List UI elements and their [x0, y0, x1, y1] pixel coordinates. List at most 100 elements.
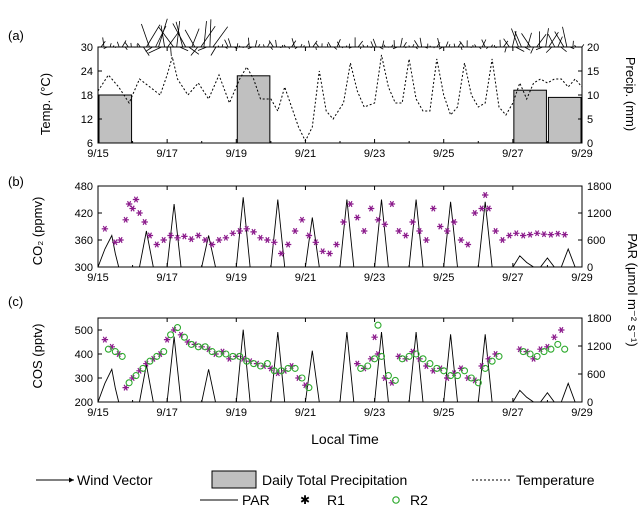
r1-cos-point — [101, 336, 109, 343]
wind-vector — [560, 46, 567, 53]
panel-c-xtick-label: 9/27 — [502, 407, 523, 419]
r1-co2-point — [132, 196, 140, 203]
r2-cos-point — [305, 384, 313, 392]
wind-vector — [504, 46, 507, 53]
r1-cos-point — [371, 334, 378, 341]
r2-cos-point — [540, 348, 548, 356]
wind-vector — [184, 29, 196, 48]
r2-cos-point — [139, 364, 147, 372]
r1-co2-point — [381, 221, 389, 228]
wind-vector — [536, 34, 547, 48]
wind-vector — [515, 46, 525, 52]
r1-co2-point — [181, 233, 188, 240]
r2-cos-point — [298, 374, 306, 382]
panel-b-plot-frame — [97, 185, 583, 268]
r1-co2-point — [416, 227, 423, 235]
r1-co2-point — [485, 205, 492, 212]
panel-b-ytick-right-label: 600 — [587, 235, 605, 247]
r1-co2-point — [526, 231, 534, 238]
panel-a-ylabel-left: Temp. (°C) — [38, 73, 53, 135]
r1-co2-point — [402, 232, 409, 239]
r2-cos-point — [374, 321, 382, 329]
wind-vector — [382, 40, 385, 48]
r1-co2-point — [499, 236, 506, 244]
r2-cos-point — [167, 331, 175, 339]
r1-co2-point — [319, 248, 326, 255]
r2-cos-point — [447, 372, 455, 380]
r2-cos-point — [533, 352, 541, 360]
panel-c-ytick-right-label: 600 — [587, 369, 605, 381]
wind-vector — [315, 42, 320, 48]
r1-co2-point — [340, 218, 347, 226]
precip-bar — [236, 75, 271, 144]
r1-co2-point — [450, 218, 458, 226]
panel-c-xtick-label: 9/17 — [156, 407, 177, 419]
wind-vector — [403, 41, 407, 48]
panel-b-xtick-label: 9/15 — [87, 272, 108, 284]
r2-cos-point — [215, 350, 223, 358]
wind-vector — [414, 40, 419, 48]
r1-co2-point — [506, 232, 513, 239]
r2-cos-point — [519, 348, 527, 356]
panel-c-ytick-left-label: 200 — [75, 397, 93, 409]
r1-co2-point — [264, 236, 271, 244]
wind-vector — [109, 43, 112, 48]
r1-co2-point — [347, 200, 354, 208]
wind-vector — [210, 46, 217, 56]
r1-co2-point — [533, 230, 541, 237]
panel-c: 9/15 9/17 9/19 9/21 9/23 9/25 9/27 9/29 200 300 40… — [75, 313, 612, 419]
wind-vector — [436, 42, 441, 48]
wind-vector — [445, 41, 449, 48]
wind-vector — [481, 39, 486, 48]
r1-co2-point — [160, 236, 167, 244]
wind-vector — [179, 46, 189, 52]
wind-vector — [357, 40, 364, 48]
r2-cos-point — [405, 352, 413, 360]
panel-a-ytick-left-label: 18 — [81, 90, 93, 102]
wind-vector — [224, 39, 229, 48]
panel-b-xtick-label: 9/23 — [364, 272, 385, 284]
wind-vector — [100, 41, 106, 48]
panel-b-ytick-right-label: 1200 — [587, 208, 611, 220]
panel-a-ytick-left-label: 12 — [81, 114, 93, 126]
panel-b-xtick-label: 9/29 — [571, 272, 592, 284]
r2-cos-point — [291, 364, 299, 372]
r1-co2-point — [430, 205, 437, 212]
r1-co2-point — [215, 236, 223, 244]
wind-vector — [557, 36, 563, 48]
r1-co2-point — [492, 227, 499, 235]
legend-r1-marker: ✱ — [300, 493, 310, 507]
r1-co2-point — [457, 236, 465, 244]
panel-c-plot-frame — [97, 317, 583, 403]
wind-vector — [145, 46, 153, 52]
panel-a-xtick-label: 9/17 — [156, 148, 177, 160]
r2-cos-point — [132, 372, 140, 380]
wind-vectors — [97, 18, 585, 57]
panel-a-xtick-label: 9/27 — [502, 148, 523, 160]
wind-vector — [312, 40, 318, 48]
panel-a-xtick-label: 9/15 — [87, 148, 108, 160]
panel-c-label: (c) — [8, 294, 23, 309]
wind-vector — [102, 37, 105, 48]
panel-c-xtick-label: 9/29 — [571, 407, 592, 419]
r2-cos-point — [398, 355, 406, 363]
legend-temp-label: Temperature — [516, 472, 595, 488]
r1-co2-point — [305, 232, 313, 239]
r2-cos-point — [419, 355, 427, 363]
panel-c-ytick-right-label: 1200 — [587, 341, 611, 353]
r1-co2-point — [374, 216, 382, 223]
r2-cos-point — [173, 324, 182, 332]
wind-vector — [190, 46, 199, 56]
r2-cos-point — [554, 340, 562, 348]
r2-cos-point — [357, 364, 365, 372]
r2-cos-point — [526, 350, 534, 358]
wind-vector — [200, 25, 216, 48]
wind-vector — [172, 23, 187, 48]
panel-a-ytick-left-label: 30 — [81, 42, 93, 54]
r1-co2-point — [547, 231, 555, 238]
panel-b-xtick-label: 9/21 — [295, 272, 316, 284]
r1-co2-point — [478, 205, 485, 212]
panel-c-ytick-left-label: 500 — [75, 325, 93, 337]
panel-b-xtick-label: 9/25 — [433, 272, 454, 284]
r1-co2-point — [291, 227, 299, 235]
